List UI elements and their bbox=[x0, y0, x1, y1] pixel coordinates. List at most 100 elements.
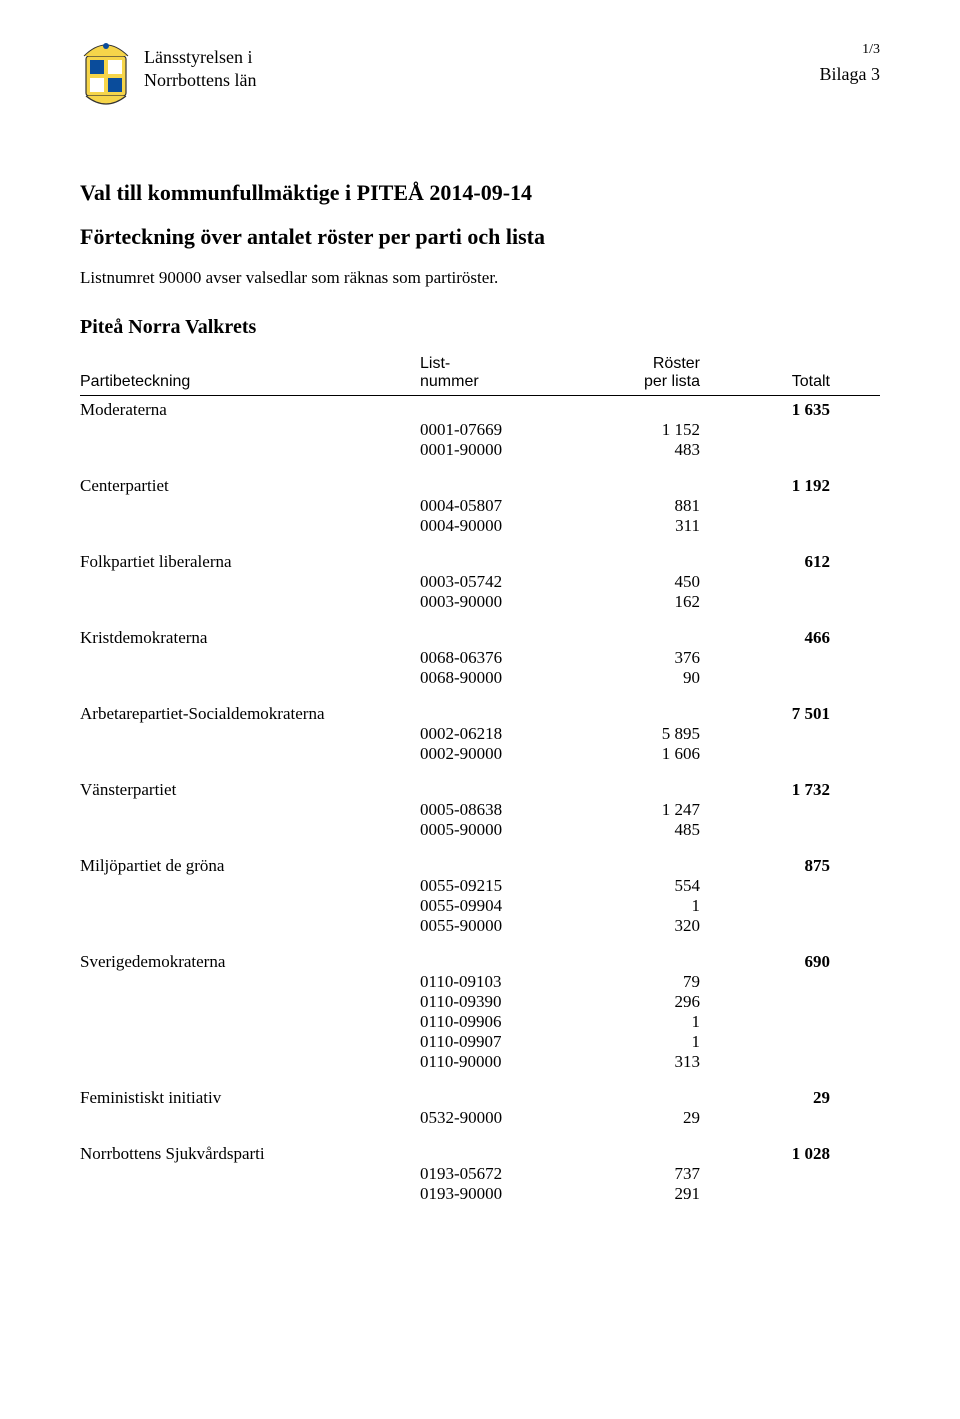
list-row: 0003-05742450 bbox=[80, 572, 880, 592]
party-block: Centerpartiet1 1920004-058078810004-9000… bbox=[80, 476, 880, 536]
party-row: Centerpartiet1 192 bbox=[80, 476, 880, 496]
list-row: 0193-90000291 bbox=[80, 1184, 880, 1204]
party-total: 1 028 bbox=[420, 1144, 830, 1164]
list-row: 0110-09390296 bbox=[80, 992, 880, 1012]
list-spacer bbox=[80, 724, 420, 744]
list-row: 0110-0910379 bbox=[80, 972, 880, 992]
list-number: 0055-09215 bbox=[420, 876, 570, 896]
results-table: Partibeteckning List- nummer Röster per … bbox=[80, 355, 880, 1204]
col-votes: Röster per lista bbox=[570, 355, 700, 391]
list-votes: 5 895 bbox=[570, 724, 700, 744]
list-number: 0110-09907 bbox=[420, 1032, 570, 1052]
list-row: 0532-9000029 bbox=[80, 1108, 880, 1128]
list-number: 0055-09904 bbox=[420, 896, 570, 916]
list-spacer bbox=[80, 440, 420, 460]
list-votes: 296 bbox=[570, 992, 700, 1012]
party-name: Moderaterna bbox=[80, 400, 420, 420]
list-number: 0001-90000 bbox=[420, 440, 570, 460]
party-block: Moderaterna1 6350001-076691 1520001-9000… bbox=[80, 400, 880, 460]
list-number: 0003-90000 bbox=[420, 592, 570, 612]
list-votes: 1 bbox=[570, 896, 700, 916]
party-row: Feministiskt initiativ29 bbox=[80, 1088, 880, 1108]
list-votes: 29 bbox=[570, 1108, 700, 1128]
party-row: Kristdemokraterna466 bbox=[80, 628, 880, 648]
list-spacer bbox=[80, 1012, 420, 1032]
col-total: Totalt bbox=[700, 355, 830, 391]
list-votes: 1 bbox=[570, 1032, 700, 1052]
col-name: Partibeteckning bbox=[80, 355, 420, 391]
list-votes: 737 bbox=[570, 1164, 700, 1184]
list-number: 0068-90000 bbox=[420, 668, 570, 688]
list-row: 0110-90000313 bbox=[80, 1052, 880, 1072]
party-total: 1 635 bbox=[420, 400, 830, 420]
party-name: Sverigedemokraterna bbox=[80, 952, 420, 972]
table-header: Partibeteckning List- nummer Röster per … bbox=[80, 355, 880, 396]
party-total: 612 bbox=[420, 552, 830, 572]
list-row: 0001-076691 152 bbox=[80, 420, 880, 440]
list-empty bbox=[700, 648, 830, 668]
list-empty bbox=[700, 592, 830, 612]
list-row: 0193-05672737 bbox=[80, 1164, 880, 1184]
list-row: 0110-099071 bbox=[80, 1032, 880, 1052]
list-number: 0110-09906 bbox=[420, 1012, 570, 1032]
list-row: 0068-06376376 bbox=[80, 648, 880, 668]
list-spacer bbox=[80, 648, 420, 668]
list-votes: 1 152 bbox=[570, 420, 700, 440]
list-spacer bbox=[80, 972, 420, 992]
party-total: 875 bbox=[420, 856, 830, 876]
party-row: Miljöpartiet de gröna875 bbox=[80, 856, 880, 876]
party-name: Arbetarepartiet-Socialdemokraterna bbox=[80, 704, 420, 724]
org-line2: Norrbottens län bbox=[144, 69, 256, 92]
list-row: 0005-90000485 bbox=[80, 820, 880, 840]
party-block: Vänsterpartiet1 7320005-086381 2470005-9… bbox=[80, 780, 880, 840]
party-total: 1 192 bbox=[420, 476, 830, 496]
list-votes: 1 bbox=[570, 1012, 700, 1032]
party-total: 1 732 bbox=[420, 780, 830, 800]
parties-container: Moderaterna1 6350001-076691 1520001-9000… bbox=[80, 400, 880, 1204]
party-block: Kristdemokraterna4660068-063763760068-90… bbox=[80, 628, 880, 688]
list-votes: 483 bbox=[570, 440, 700, 460]
list-votes: 291 bbox=[570, 1184, 700, 1204]
list-number: 0002-90000 bbox=[420, 744, 570, 764]
col-votes-line2: per lista bbox=[570, 373, 700, 391]
list-number: 0110-09103 bbox=[420, 972, 570, 992]
list-empty bbox=[700, 1108, 830, 1128]
list-empty bbox=[700, 896, 830, 916]
list-number: 0003-05742 bbox=[420, 572, 570, 592]
list-empty bbox=[700, 420, 830, 440]
party-row: Norrbottens Sjukvårdsparti1 028 bbox=[80, 1144, 880, 1164]
valkrets-heading: Piteå Norra Valkrets bbox=[80, 316, 880, 339]
list-empty bbox=[700, 820, 830, 840]
list-spacer bbox=[80, 572, 420, 592]
list-empty bbox=[700, 916, 830, 936]
list-spacer bbox=[80, 820, 420, 840]
party-block: Norrbottens Sjukvårdsparti1 0280193-0567… bbox=[80, 1144, 880, 1204]
party-total: 7 501 bbox=[420, 704, 830, 724]
party-name: Miljöpartiet de gröna bbox=[80, 856, 420, 876]
bilaga-label: Bilaga 3 bbox=[820, 62, 881, 87]
list-spacer bbox=[80, 1052, 420, 1072]
page-number: 1/3 bbox=[820, 40, 881, 60]
party-row: Moderaterna1 635 bbox=[80, 400, 880, 420]
page-title: Val till kommunfullmäktige i PITEÅ 2014-… bbox=[80, 180, 880, 206]
list-empty bbox=[700, 572, 830, 592]
party-total: 466 bbox=[420, 628, 830, 648]
list-empty bbox=[700, 668, 830, 688]
list-number: 0001-07669 bbox=[420, 420, 570, 440]
list-row: 0068-9000090 bbox=[80, 668, 880, 688]
page-subtitle: Förteckning över antalet röster per part… bbox=[80, 224, 880, 250]
list-spacer bbox=[80, 592, 420, 612]
list-spacer bbox=[80, 876, 420, 896]
party-block: Feministiskt initiativ290532-9000029 bbox=[80, 1088, 880, 1128]
list-empty bbox=[700, 516, 830, 536]
list-row: 0004-90000311 bbox=[80, 516, 880, 536]
list-spacer bbox=[80, 420, 420, 440]
party-row: Sverigedemokraterna690 bbox=[80, 952, 880, 972]
list-number: 0004-05807 bbox=[420, 496, 570, 516]
col-list: List- nummer bbox=[420, 355, 570, 391]
list-number: 0005-08638 bbox=[420, 800, 570, 820]
list-empty bbox=[700, 800, 830, 820]
org-text: Länsstyrelsen i Norrbottens län bbox=[144, 40, 256, 93]
list-number: 0110-09390 bbox=[420, 992, 570, 1012]
party-row: Arbetarepartiet-Socialdemokraterna7 501 bbox=[80, 704, 880, 724]
